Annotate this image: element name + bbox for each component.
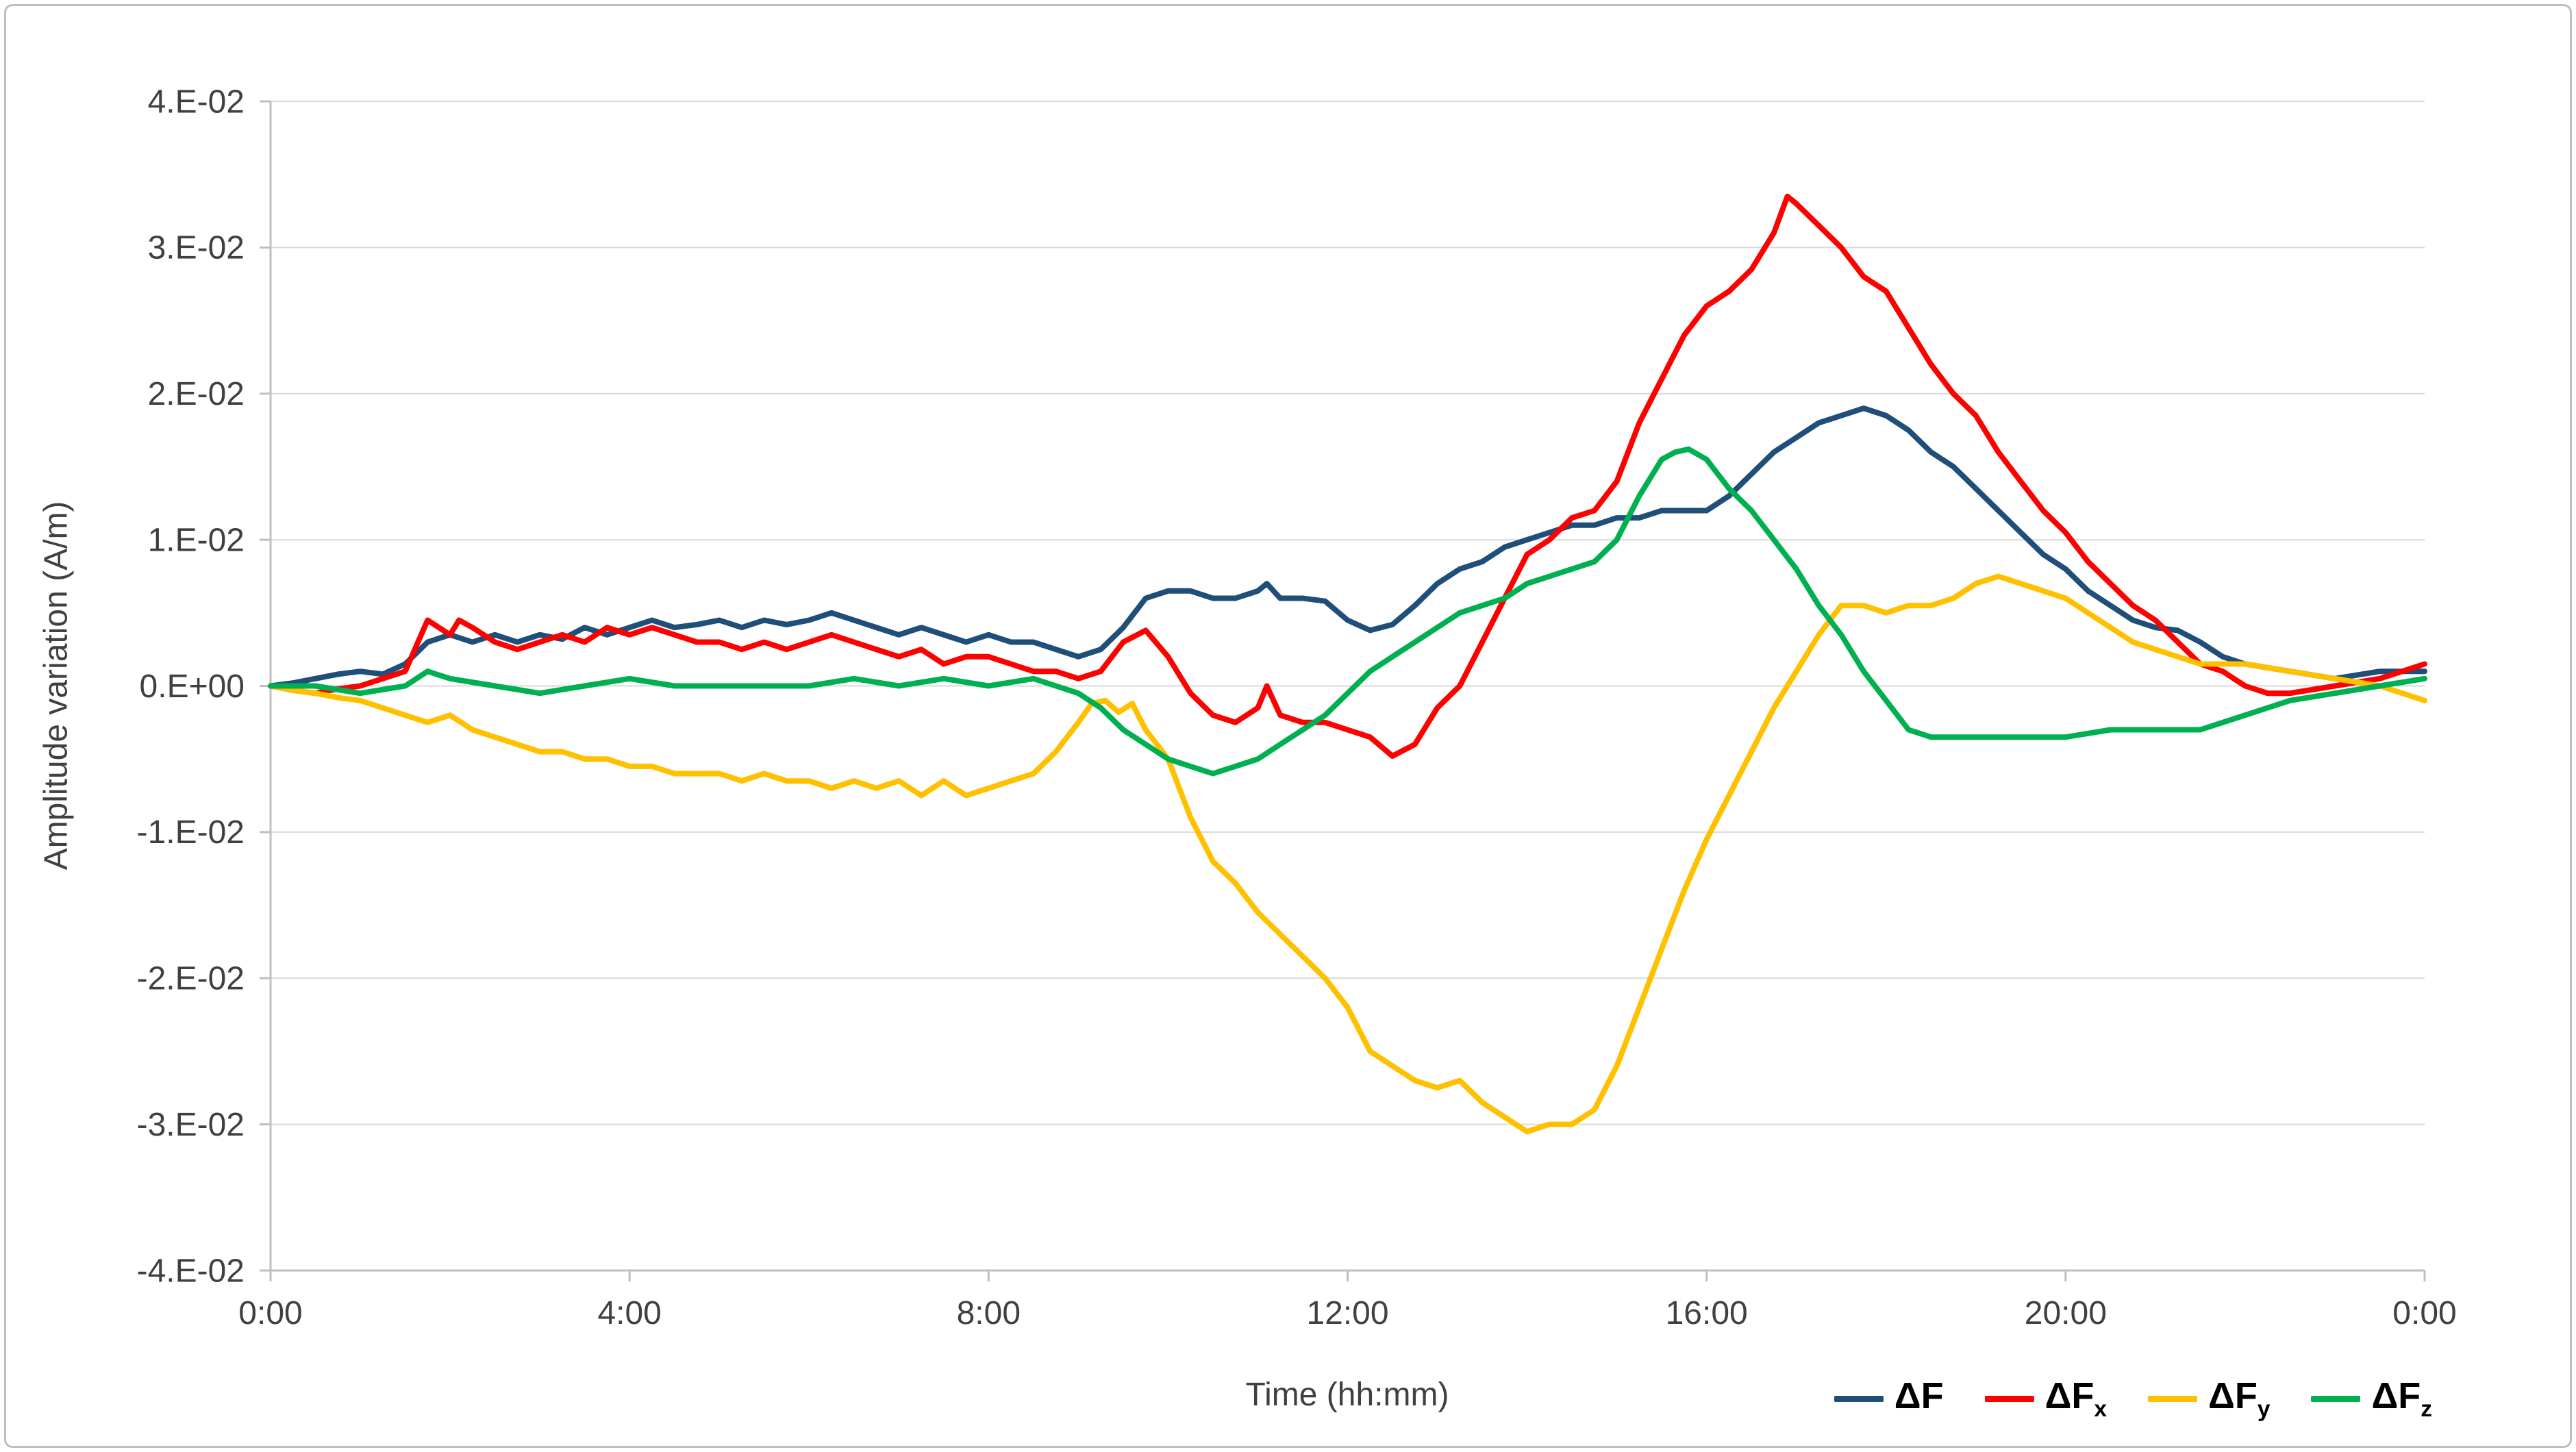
y-tick-label: -3.E-02: [137, 1107, 245, 1143]
y-tick-label: -4.E-02: [137, 1253, 245, 1289]
x-tick-label: 0:00: [2392, 1295, 2456, 1331]
legend-item-df: ΔF: [1834, 1377, 1944, 1420]
x-tick-label: 20:00: [2025, 1295, 2107, 1331]
x-tick-label: 16:00: [1666, 1295, 1748, 1331]
legend-label-df: ΔF: [1894, 1375, 1944, 1416]
legend-item-dfz: ΔFz: [2311, 1377, 2432, 1420]
y-tick-label: 4.E-02: [148, 84, 245, 120]
y-tick-label: 1.E-02: [148, 522, 245, 558]
x-tick-label: 4:00: [597, 1295, 661, 1331]
chart-legend: ΔF ΔFx ΔFy ΔFz: [1834, 1377, 2432, 1420]
legend-label-dfx: ΔFx: [2044, 1375, 2108, 1422]
legend-label-dfz: ΔFz: [2371, 1375, 2432, 1422]
legend-line-sample-dfz: [2311, 1395, 2361, 1402]
x-tick-label: 0:00: [238, 1295, 302, 1331]
legend-line-sample-df: [1834, 1395, 1884, 1402]
y-tick-label: -1.E-02: [137, 814, 245, 851]
y-tick-label: 2.E-02: [148, 376, 245, 412]
series-line-ΔFx: [268, 193, 2427, 759]
y-axis-title: Amplitude variation (A/m): [38, 501, 75, 871]
x-tick-label: 8:00: [957, 1295, 1021, 1331]
legend-line-sample-dfy: [2148, 1395, 2198, 1402]
legend-item-dfx: ΔFx: [1984, 1375, 2108, 1422]
legend-item-dfy: ΔFy: [2148, 1377, 2270, 1420]
series-line-ΔF: [268, 405, 2427, 689]
series-line-ΔFz: [268, 446, 2427, 777]
legend-label-dfy: ΔFy: [2208, 1375, 2271, 1422]
x-tick-label: 12:00: [1306, 1295, 1388, 1331]
series-line-ΔFy: [268, 573, 2427, 1135]
y-tick-label: 0.E+00: [140, 668, 245, 705]
y-tick-label: 3.E-02: [148, 230, 245, 266]
x-axis-title: Time (hh:mm): [1245, 1377, 1449, 1413]
legend-line-sample-dfx: [1984, 1395, 2034, 1402]
y-tick-label: -2.E-02: [137, 961, 245, 997]
